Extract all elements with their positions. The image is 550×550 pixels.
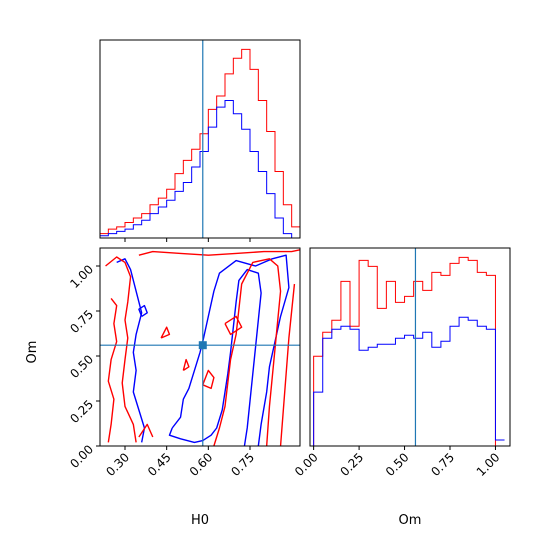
contour-0-1 xyxy=(171,254,290,446)
h0-tick-label-1: 0.45 xyxy=(145,450,174,479)
om-marginal-panel: 0.00 0.25 0.50 0.75 1.00 xyxy=(292,247,511,479)
contour-0-0 xyxy=(116,258,146,443)
om-hist-series-0 xyxy=(313,256,505,446)
contour-1-8 xyxy=(160,326,171,339)
om-tick-label-2: 0.50 xyxy=(383,450,412,479)
om-ylabel: Om xyxy=(25,341,40,364)
contour-0-2 xyxy=(168,268,262,446)
om-ytick-label-2: 0.50 xyxy=(67,352,96,381)
om-ytick-label-4: 1.00 xyxy=(67,262,96,291)
h0-tick-label-0: 0.30 xyxy=(103,450,132,479)
contour-1-3 xyxy=(213,258,282,446)
h0-hist-series-0 xyxy=(99,48,301,238)
h0-tick-label-3: 0.75 xyxy=(228,450,257,479)
om-xlabel: Om xyxy=(399,513,422,528)
h0-hist-series-1 xyxy=(99,99,300,239)
contour-1-1 xyxy=(107,297,118,443)
contour-1-5 xyxy=(138,423,154,438)
om-tick-label-3: 0.75 xyxy=(428,450,457,479)
joint-truth-marker xyxy=(198,341,207,350)
h0-xlabel: H0 xyxy=(191,513,209,528)
om-ytick-label-0: 0.00 xyxy=(67,442,96,471)
om-tick-label-4: 1.00 xyxy=(474,450,503,479)
h0-marginal-frame xyxy=(99,39,301,239)
om-ytick-label-1: 0.25 xyxy=(67,397,96,426)
om-tick-label-0: 0.00 xyxy=(292,450,321,479)
om-marginal-frame xyxy=(309,247,511,447)
contour-1-7 xyxy=(224,315,243,336)
contour-1-2 xyxy=(138,249,300,256)
contour-1-6 xyxy=(202,369,215,390)
om-hist-series-1 xyxy=(313,316,505,446)
joint-contour-panel: 0.30 0.45 0.60 0.75 0.00 0.25 0.50 0.75 1.00 xyxy=(67,247,301,479)
h0-tick-label-2: 0.60 xyxy=(187,450,216,479)
joint-frame xyxy=(99,247,301,447)
contour-1-9 xyxy=(182,358,190,371)
om-ytick-label-3: 0.75 xyxy=(67,307,96,336)
h0-marginal-panel xyxy=(99,39,301,242)
contour-1-4 xyxy=(279,283,296,446)
contour-1-0 xyxy=(105,256,137,443)
om-tick-label-1: 0.25 xyxy=(337,450,366,479)
contour-0-3 xyxy=(138,304,148,317)
